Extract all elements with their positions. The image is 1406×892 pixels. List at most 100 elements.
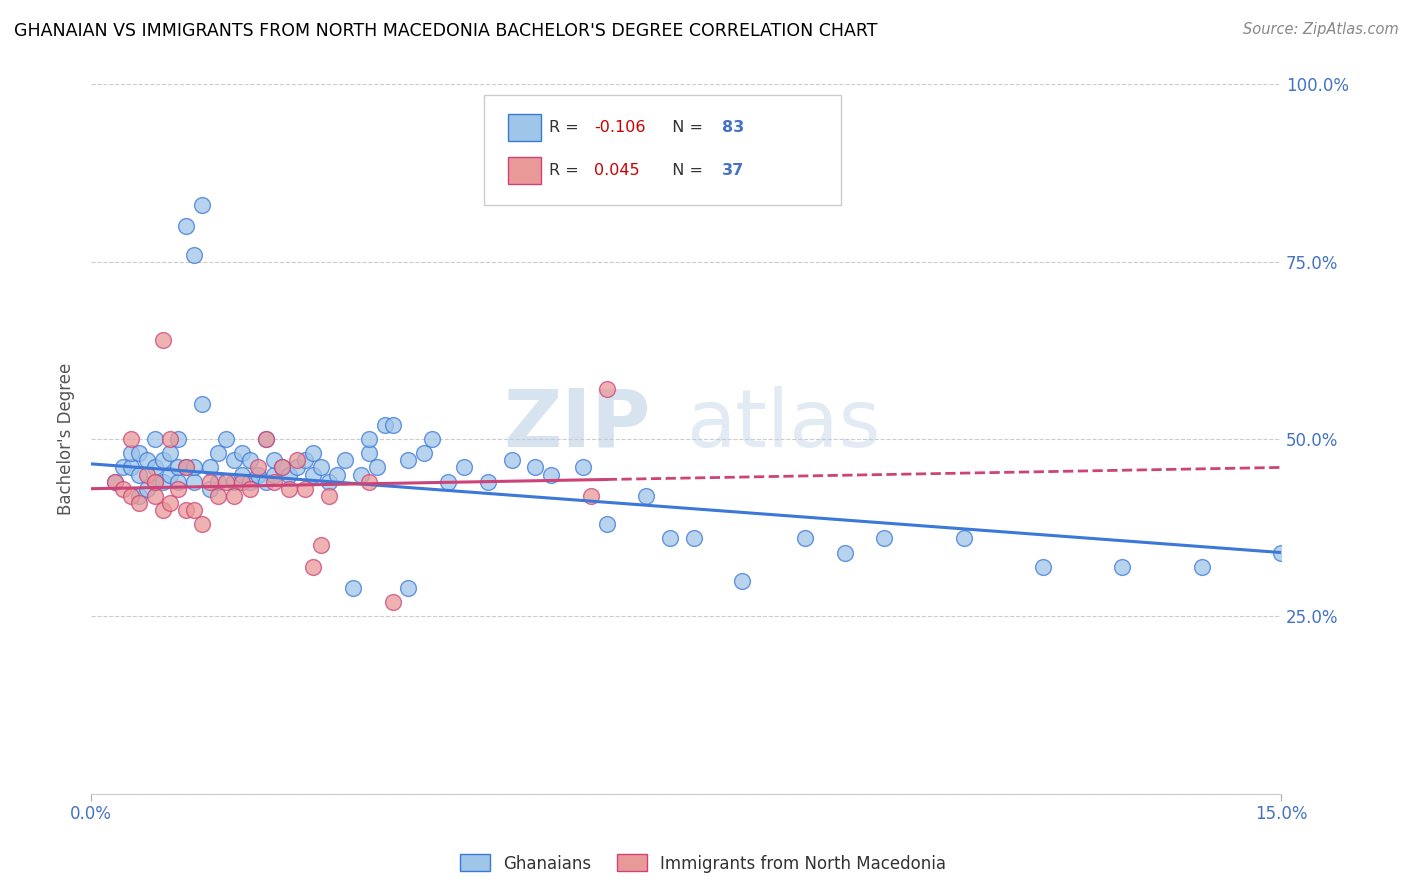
Text: 83: 83: [721, 120, 744, 136]
Point: [501, 453, 523, 467]
Point: [143, 475, 166, 489]
Point: [120, 446, 142, 460]
Point: [135, 467, 157, 482]
Point: [183, 460, 205, 475]
Point: [159, 446, 181, 460]
Point: [215, 432, 238, 446]
FancyBboxPatch shape: [508, 157, 541, 184]
Point: [152, 503, 174, 517]
Point: [159, 467, 181, 482]
Text: R =: R =: [550, 120, 583, 136]
Y-axis label: Bachelor's Degree: Bachelor's Degree: [58, 363, 75, 516]
Point: [396, 581, 419, 595]
Point: [152, 333, 174, 347]
Point: [111, 460, 134, 475]
FancyBboxPatch shape: [484, 95, 841, 205]
Point: [326, 467, 349, 482]
Point: [104, 475, 127, 489]
Point: [231, 475, 253, 489]
Point: [659, 532, 682, 546]
Point: [413, 446, 436, 460]
Point: [342, 581, 364, 595]
Point: [524, 460, 547, 475]
Point: [357, 475, 380, 489]
Point: [152, 453, 174, 467]
Point: [381, 417, 404, 432]
Point: [287, 460, 309, 475]
Point: [183, 475, 205, 489]
Point: [183, 247, 205, 261]
Point: [437, 475, 460, 489]
Point: [263, 453, 285, 467]
Point: [294, 453, 316, 467]
Point: [167, 460, 190, 475]
Point: [198, 475, 221, 489]
Point: [254, 432, 277, 446]
Point: [176, 460, 198, 475]
Point: [222, 475, 245, 489]
Point: [366, 460, 388, 475]
Point: [309, 460, 332, 475]
Point: [263, 467, 285, 482]
Point: [215, 475, 238, 489]
Point: [207, 475, 229, 489]
Point: [191, 198, 214, 212]
Point: [572, 460, 595, 475]
Text: N =: N =: [662, 162, 709, 178]
Text: ZIP: ZIP: [503, 386, 651, 464]
Point: [453, 460, 475, 475]
Point: [176, 219, 198, 234]
Text: Source: ZipAtlas.com: Source: ZipAtlas.com: [1243, 22, 1399, 37]
Point: [873, 532, 896, 546]
Point: [318, 475, 340, 489]
Point: [302, 446, 325, 460]
Point: [270, 460, 292, 475]
Point: [374, 417, 396, 432]
Point: [176, 503, 198, 517]
Point: [596, 383, 619, 397]
Point: [294, 482, 316, 496]
Point: [278, 467, 301, 482]
Point: [159, 496, 181, 510]
Point: [120, 489, 142, 503]
Point: [143, 489, 166, 503]
Point: [198, 482, 221, 496]
Point: [135, 453, 157, 467]
Point: [318, 489, 340, 503]
Point: [477, 475, 499, 489]
Point: [128, 496, 150, 510]
Point: [834, 545, 856, 559]
Point: [596, 517, 619, 532]
Point: [952, 532, 974, 546]
Text: N =: N =: [662, 120, 709, 136]
Point: [1270, 545, 1292, 559]
Point: [420, 432, 443, 446]
Point: [152, 475, 174, 489]
Point: [231, 446, 253, 460]
Point: [231, 467, 253, 482]
Point: [636, 489, 658, 503]
Text: R =: R =: [550, 162, 583, 178]
Point: [302, 559, 325, 574]
Point: [278, 482, 301, 496]
Point: [128, 489, 150, 503]
Point: [357, 446, 380, 460]
Point: [120, 432, 142, 446]
Point: [246, 467, 269, 482]
Point: [167, 482, 190, 496]
Point: [239, 482, 262, 496]
Point: [239, 453, 262, 467]
Point: [207, 446, 229, 460]
Point: [111, 482, 134, 496]
Point: [222, 453, 245, 467]
Point: [396, 453, 419, 467]
Point: [104, 475, 127, 489]
Point: [135, 482, 157, 496]
Point: [120, 460, 142, 475]
Point: [128, 467, 150, 482]
Point: [287, 453, 309, 467]
Point: [263, 475, 285, 489]
Point: [730, 574, 752, 588]
Point: [683, 532, 706, 546]
FancyBboxPatch shape: [508, 114, 541, 141]
